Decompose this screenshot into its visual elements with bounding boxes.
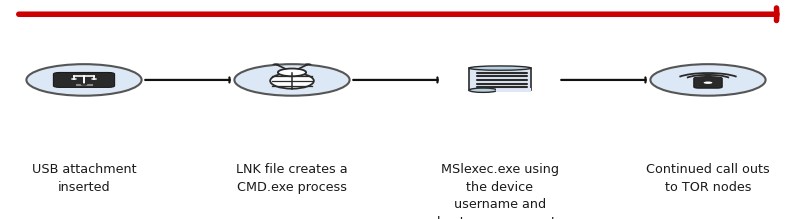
Circle shape: [273, 63, 279, 65]
Circle shape: [650, 64, 766, 96]
Text: Continued call outs
to TOR nodes: Continued call outs to TOR nodes: [646, 163, 770, 194]
Circle shape: [234, 64, 350, 96]
FancyBboxPatch shape: [75, 83, 93, 86]
FancyBboxPatch shape: [54, 72, 114, 87]
FancyBboxPatch shape: [496, 88, 531, 92]
Circle shape: [71, 78, 77, 80]
Circle shape: [278, 69, 306, 76]
Circle shape: [26, 64, 142, 96]
Circle shape: [91, 78, 97, 80]
Text: USB attachment
inserted: USB attachment inserted: [32, 163, 136, 194]
Circle shape: [305, 63, 311, 65]
FancyBboxPatch shape: [469, 68, 531, 90]
Circle shape: [704, 75, 712, 77]
Text: MSlexec.exe using
the device
username and
hostname connects
to C2: MSlexec.exe using the device username an…: [437, 163, 563, 219]
Ellipse shape: [469, 66, 531, 70]
Circle shape: [704, 81, 712, 84]
FancyBboxPatch shape: [694, 77, 722, 88]
Ellipse shape: [270, 73, 314, 89]
Circle shape: [81, 84, 87, 85]
Ellipse shape: [469, 88, 497, 92]
Text: LNK file creates a
CMD.exe process: LNK file creates a CMD.exe process: [236, 163, 348, 194]
